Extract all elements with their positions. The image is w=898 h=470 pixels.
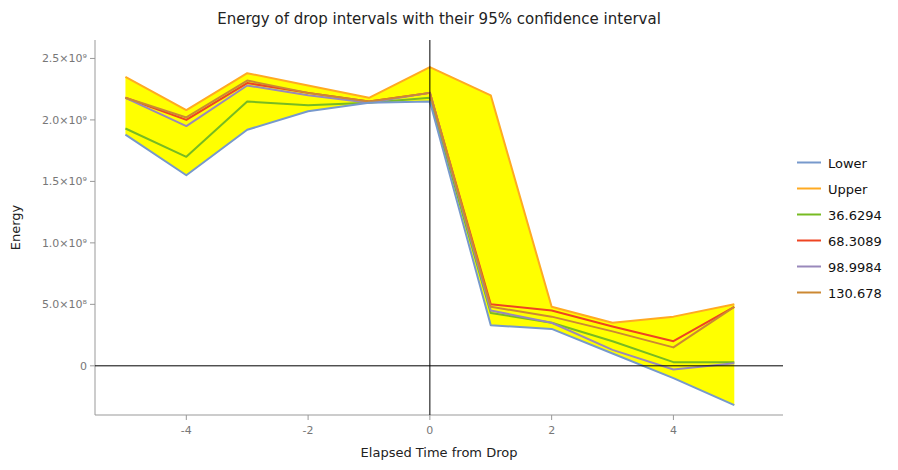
x-tick xyxy=(308,415,309,420)
x-tick-label: 0 xyxy=(426,424,433,437)
legend-swatch xyxy=(797,162,821,164)
legend-label: 98.9984 xyxy=(828,260,882,275)
legend-item: Lower xyxy=(797,156,868,171)
y-tick-label: 1.0×10⁹ xyxy=(42,237,87,250)
legend-item: 36.6294 xyxy=(797,208,882,223)
y-tick-label: 1.5×10⁹ xyxy=(42,175,87,188)
legend-label: Upper xyxy=(828,182,868,197)
legend-swatch xyxy=(797,266,821,268)
y-tick xyxy=(90,181,95,182)
legend-swatch xyxy=(797,188,821,190)
reference-line-horizontal xyxy=(95,365,783,366)
plot-area xyxy=(95,40,783,415)
legend-label: Lower xyxy=(828,156,868,171)
y-tick-label: 5.0×10⁸ xyxy=(42,298,88,311)
x-tick xyxy=(551,415,552,420)
y-tick xyxy=(90,242,95,243)
chart: Energy of drop intervals with their 95% … xyxy=(0,0,898,470)
legend-label: 68.3089 xyxy=(828,234,882,249)
x-tick xyxy=(186,415,187,420)
legend-item: 98.9984 xyxy=(797,260,882,275)
legend-item: 130.678 xyxy=(797,286,882,301)
x-axis-line xyxy=(95,415,783,416)
y-tick xyxy=(90,304,95,305)
y-tick-label: 0 xyxy=(80,360,87,373)
y-tick xyxy=(90,119,95,120)
title: Energy of drop intervals with their 95% … xyxy=(217,10,661,28)
y-tick xyxy=(90,58,95,59)
x-tick-label: -4 xyxy=(181,424,192,437)
legend-item: Upper xyxy=(797,182,868,197)
x-tick-label: 4 xyxy=(670,424,677,437)
legend-label: 130.678 xyxy=(828,286,882,301)
reference-line-vertical xyxy=(429,40,430,415)
x-tick xyxy=(673,415,674,420)
y-axis-line xyxy=(95,40,96,415)
y-axis-label: Energy xyxy=(8,204,23,250)
y-tick xyxy=(90,365,95,366)
x-axis-label: Elapsed Time from Drop xyxy=(361,445,518,460)
legend-label: 36.6294 xyxy=(828,208,882,223)
y-tick-label: 2.0×10⁹ xyxy=(42,114,87,127)
x-tick-label: -2 xyxy=(303,424,314,437)
x-tick xyxy=(429,415,430,420)
x-tick-label: 2 xyxy=(548,424,555,437)
legend-swatch xyxy=(797,292,821,294)
legend-swatch xyxy=(797,214,821,216)
legend-swatch xyxy=(797,240,821,242)
legend-item: 68.3089 xyxy=(797,234,882,249)
y-tick-label: 2.5×10⁹ xyxy=(42,52,87,65)
legend: Lower Upper 36.6294 68.3089 98.9984 130.678 xyxy=(797,156,882,301)
axes: -4 -2 0 2 4 0 5.0×10⁸ 1.0×10⁹ 1.5×10⁹ 2.0×10⁹ 2.5×… xyxy=(42,40,783,437)
